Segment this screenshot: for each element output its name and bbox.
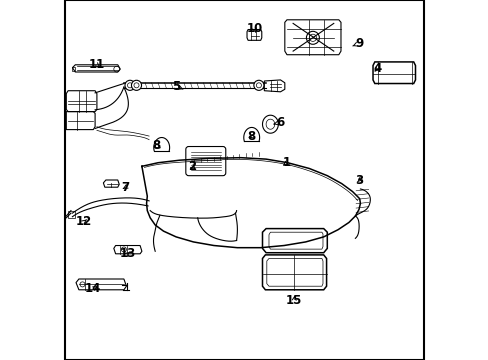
Circle shape	[306, 31, 319, 44]
Text: 7: 7	[122, 181, 129, 194]
Text: 6: 6	[273, 116, 284, 129]
Text: 4: 4	[373, 62, 381, 75]
Text: 14: 14	[85, 282, 102, 295]
Text: 2: 2	[188, 160, 196, 173]
Text: 3: 3	[355, 174, 363, 186]
Text: 11: 11	[89, 58, 105, 71]
Text: 5: 5	[172, 80, 183, 93]
Text: 9: 9	[352, 37, 363, 50]
Circle shape	[131, 80, 141, 90]
Text: 15: 15	[285, 294, 302, 307]
Text: 10: 10	[246, 22, 262, 35]
Text: 1: 1	[283, 156, 290, 169]
Text: 8: 8	[152, 139, 160, 152]
Circle shape	[125, 80, 135, 90]
Text: 8: 8	[247, 130, 255, 143]
Circle shape	[253, 80, 264, 90]
Text: 12: 12	[76, 215, 92, 228]
Text: 13: 13	[119, 247, 135, 260]
